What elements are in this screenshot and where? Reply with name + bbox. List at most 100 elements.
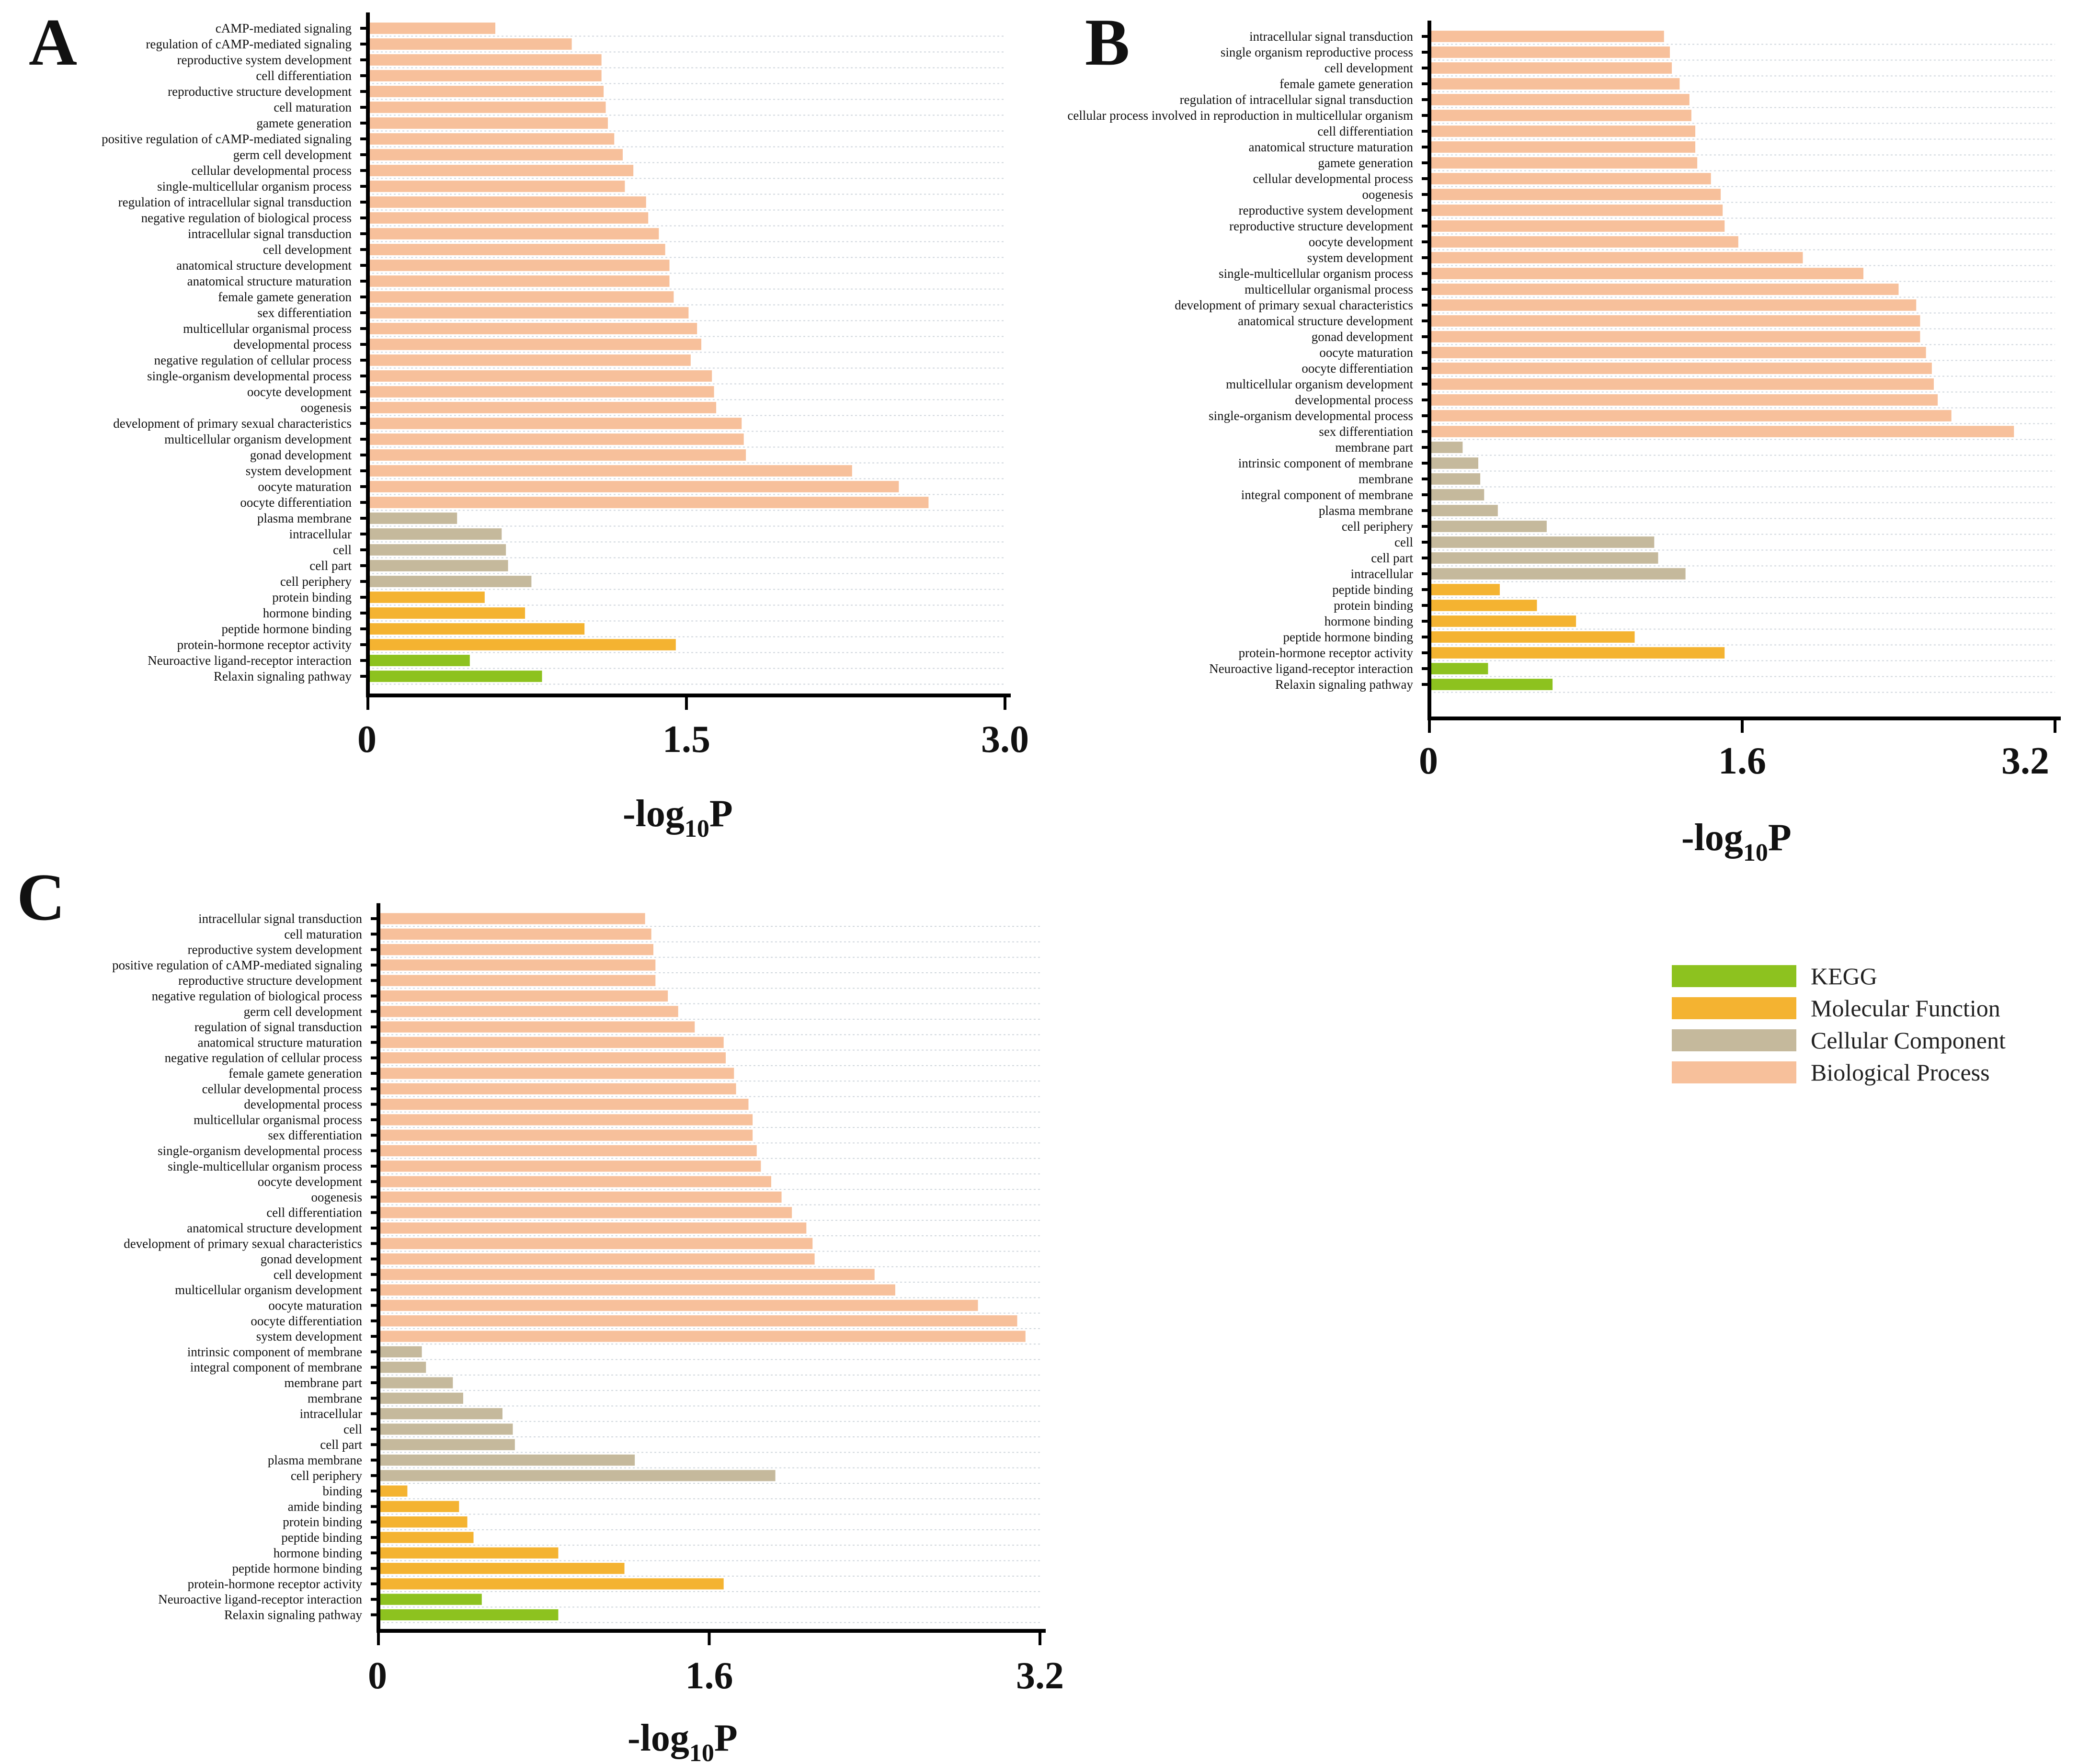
panel-c-bar-label: cell part — [320, 1437, 362, 1452]
panel-a-bar — [368, 181, 625, 192]
panel-c-bar-label: developmental process — [244, 1097, 362, 1112]
panel-c-bar — [378, 1562, 625, 1574]
panel-b-bar-label: multicellular organismal process — [1245, 282, 1413, 296]
panel-c-bar — [378, 1176, 771, 1187]
panel-a-bar-label: germ cell development — [233, 148, 352, 162]
panel-b-bar — [1429, 679, 1553, 690]
panel-b-bar-label: protein binding — [1334, 598, 1413, 613]
panel-c-bar-label: cell differentiation — [266, 1206, 362, 1220]
panel-c-bar-label: integral component of membrane — [190, 1360, 362, 1375]
legend-label: Molecular Function — [1811, 995, 2000, 1022]
panel-a-bar-label: gonad development — [250, 448, 352, 462]
panel-c-bar-label: reproductive system development — [188, 943, 363, 957]
panel-c-bar — [378, 1485, 408, 1497]
panel-a-bar — [368, 323, 697, 334]
panel-b-bar — [1429, 268, 1864, 279]
panel-a-bar-label: regulation of cAMP-mediated signaling — [146, 37, 352, 51]
panel-c-bar — [378, 1532, 474, 1543]
panel-a-bar — [368, 339, 702, 350]
panel-b-bar-label: reproductive system development — [1239, 203, 1414, 217]
panel-c-bar-label: cellular developmental process — [202, 1081, 362, 1096]
panel-c-bar-label: anatomical structure maturation — [198, 1035, 363, 1049]
panel-c-bar-label: amide binding — [288, 1499, 362, 1514]
panel-b-bar-label: gamete generation — [1318, 156, 1413, 170]
panel-c-bar — [378, 944, 653, 956]
panel-b-bar-label: cellular developmental process — [1253, 171, 1413, 186]
panel-b-bar-label: protein-hormone receptor activity — [1239, 646, 1414, 660]
panel-c-bar — [378, 1377, 453, 1388]
panel-b-bar-label: single-multicellular organism process — [1219, 266, 1413, 281]
panel-c-bar-label: binding — [322, 1484, 362, 1498]
panel-a-bar-label: reproductive system development — [177, 53, 352, 67]
panel-a-bar-label: oocyte maturation — [258, 479, 352, 494]
panel-a-bar — [368, 244, 665, 255]
panel-c-bar-label: gonad development — [261, 1252, 363, 1266]
panel-b-bar-label: cell development — [1324, 61, 1414, 75]
panel-c-bar-label: female gamete generation — [228, 1066, 362, 1081]
panel-b-bar — [1429, 568, 1686, 580]
panel-a-bar — [368, 544, 506, 556]
panel-c-bar — [378, 1006, 678, 1017]
panel-c-x-axis-title: -log10P — [628, 1717, 738, 1764]
panel-c-bar — [378, 1253, 815, 1265]
panel-b-bar — [1429, 299, 1917, 311]
panel-a-bar-label: protein-hormone receptor activity — [177, 637, 352, 652]
panel-b-bar-label: cell — [1394, 535, 1413, 549]
panel-c-bar — [378, 1145, 757, 1157]
panel-b-bar — [1429, 410, 1952, 421]
panel-c-bar — [378, 1269, 875, 1280]
panel-a-bar — [368, 275, 670, 287]
panel-c-bar — [378, 990, 668, 1002]
panel-b-bar — [1429, 157, 1698, 169]
panel-b-bar — [1429, 173, 1711, 184]
panel-b-bar-label: reproductive structure development — [1229, 219, 1413, 233]
panel-c-bar-label: membrane — [308, 1391, 362, 1405]
panel-b-bar — [1429, 110, 1691, 121]
panel-c-bar-label: multicellular organism development — [175, 1283, 362, 1297]
panel-b-bar — [1429, 505, 1498, 516]
legend-label: Biological Process — [1811, 1059, 1990, 1086]
panel-a-bar — [368, 133, 615, 145]
panel-b-bar-label: developmental process — [1295, 393, 1413, 407]
panel-a-bar — [368, 291, 674, 303]
panel-a-bar-label: cell — [333, 543, 352, 557]
panel-a-bar — [368, 497, 929, 508]
panel-a-bar — [368, 23, 495, 34]
panel-a-bar — [368, 149, 623, 160]
panel-c-bar-label: protein-hormone receptor activity — [188, 1577, 363, 1591]
panel-b-bar — [1429, 94, 1690, 105]
panel-c-bar — [378, 1315, 1017, 1327]
panel-b-xtick-label: 0 — [1419, 740, 1438, 782]
panel-c-bar-label: anatomical structure development — [187, 1221, 362, 1235]
panel-a-bar-label: anatomical structure maturation — [187, 274, 352, 288]
panel-b-bar — [1429, 220, 1725, 232]
panel-b-bar-label: anatomical structure maturation — [1249, 140, 1414, 154]
legend-label: Cellular Component — [1811, 1027, 2006, 1054]
panel-b-bar-label: regulation of intracellular signal trans… — [1180, 92, 1414, 107]
panel-c-bar-label: reproductive structure development — [178, 973, 362, 988]
panel-b-bar — [1429, 331, 1920, 342]
panel-a-bar — [368, 228, 659, 239]
panel-a-bar-label: multicellular organismal process — [183, 321, 352, 336]
panel-c-bar-label: negative regulation of biological proces… — [152, 989, 362, 1003]
panel-a-bar-label: cell development — [263, 242, 352, 257]
panel-a-bar — [368, 592, 485, 603]
panel-c-bar-label: peptide hormone binding — [232, 1561, 362, 1576]
panel-c-bar — [378, 1408, 502, 1420]
panel-b-bar — [1429, 552, 1658, 564]
panel-a-bar — [368, 528, 502, 540]
panel-b-bar-label: Neuroactive ligand-receptor interaction — [1209, 661, 1413, 676]
panel-a-bar-label: single-organism developmental process — [147, 369, 352, 383]
panel-a-bar-label: system development — [246, 464, 352, 478]
panel-b-bar-label: cell differentiation — [1317, 124, 1413, 138]
panel-a-bar-label: positive regulation of cAMP-mediated sig… — [102, 132, 352, 146]
panel-c-bar-label: intrinsic component of membrane — [187, 1344, 362, 1359]
panel-a-bar — [368, 639, 676, 650]
panel-c-bar-label: positive regulation of cAMP-mediated sig… — [112, 958, 362, 972]
panel-a-bar-label: cell maturation — [274, 100, 352, 114]
panel-c-bar — [378, 1547, 559, 1559]
panel-a-bar-label: Neuroactive ligand-receptor interaction — [148, 653, 352, 668]
panel-c-bar — [378, 1331, 1026, 1342]
legend-swatch — [1672, 1061, 1796, 1083]
panel-c-bar — [378, 1083, 736, 1094]
